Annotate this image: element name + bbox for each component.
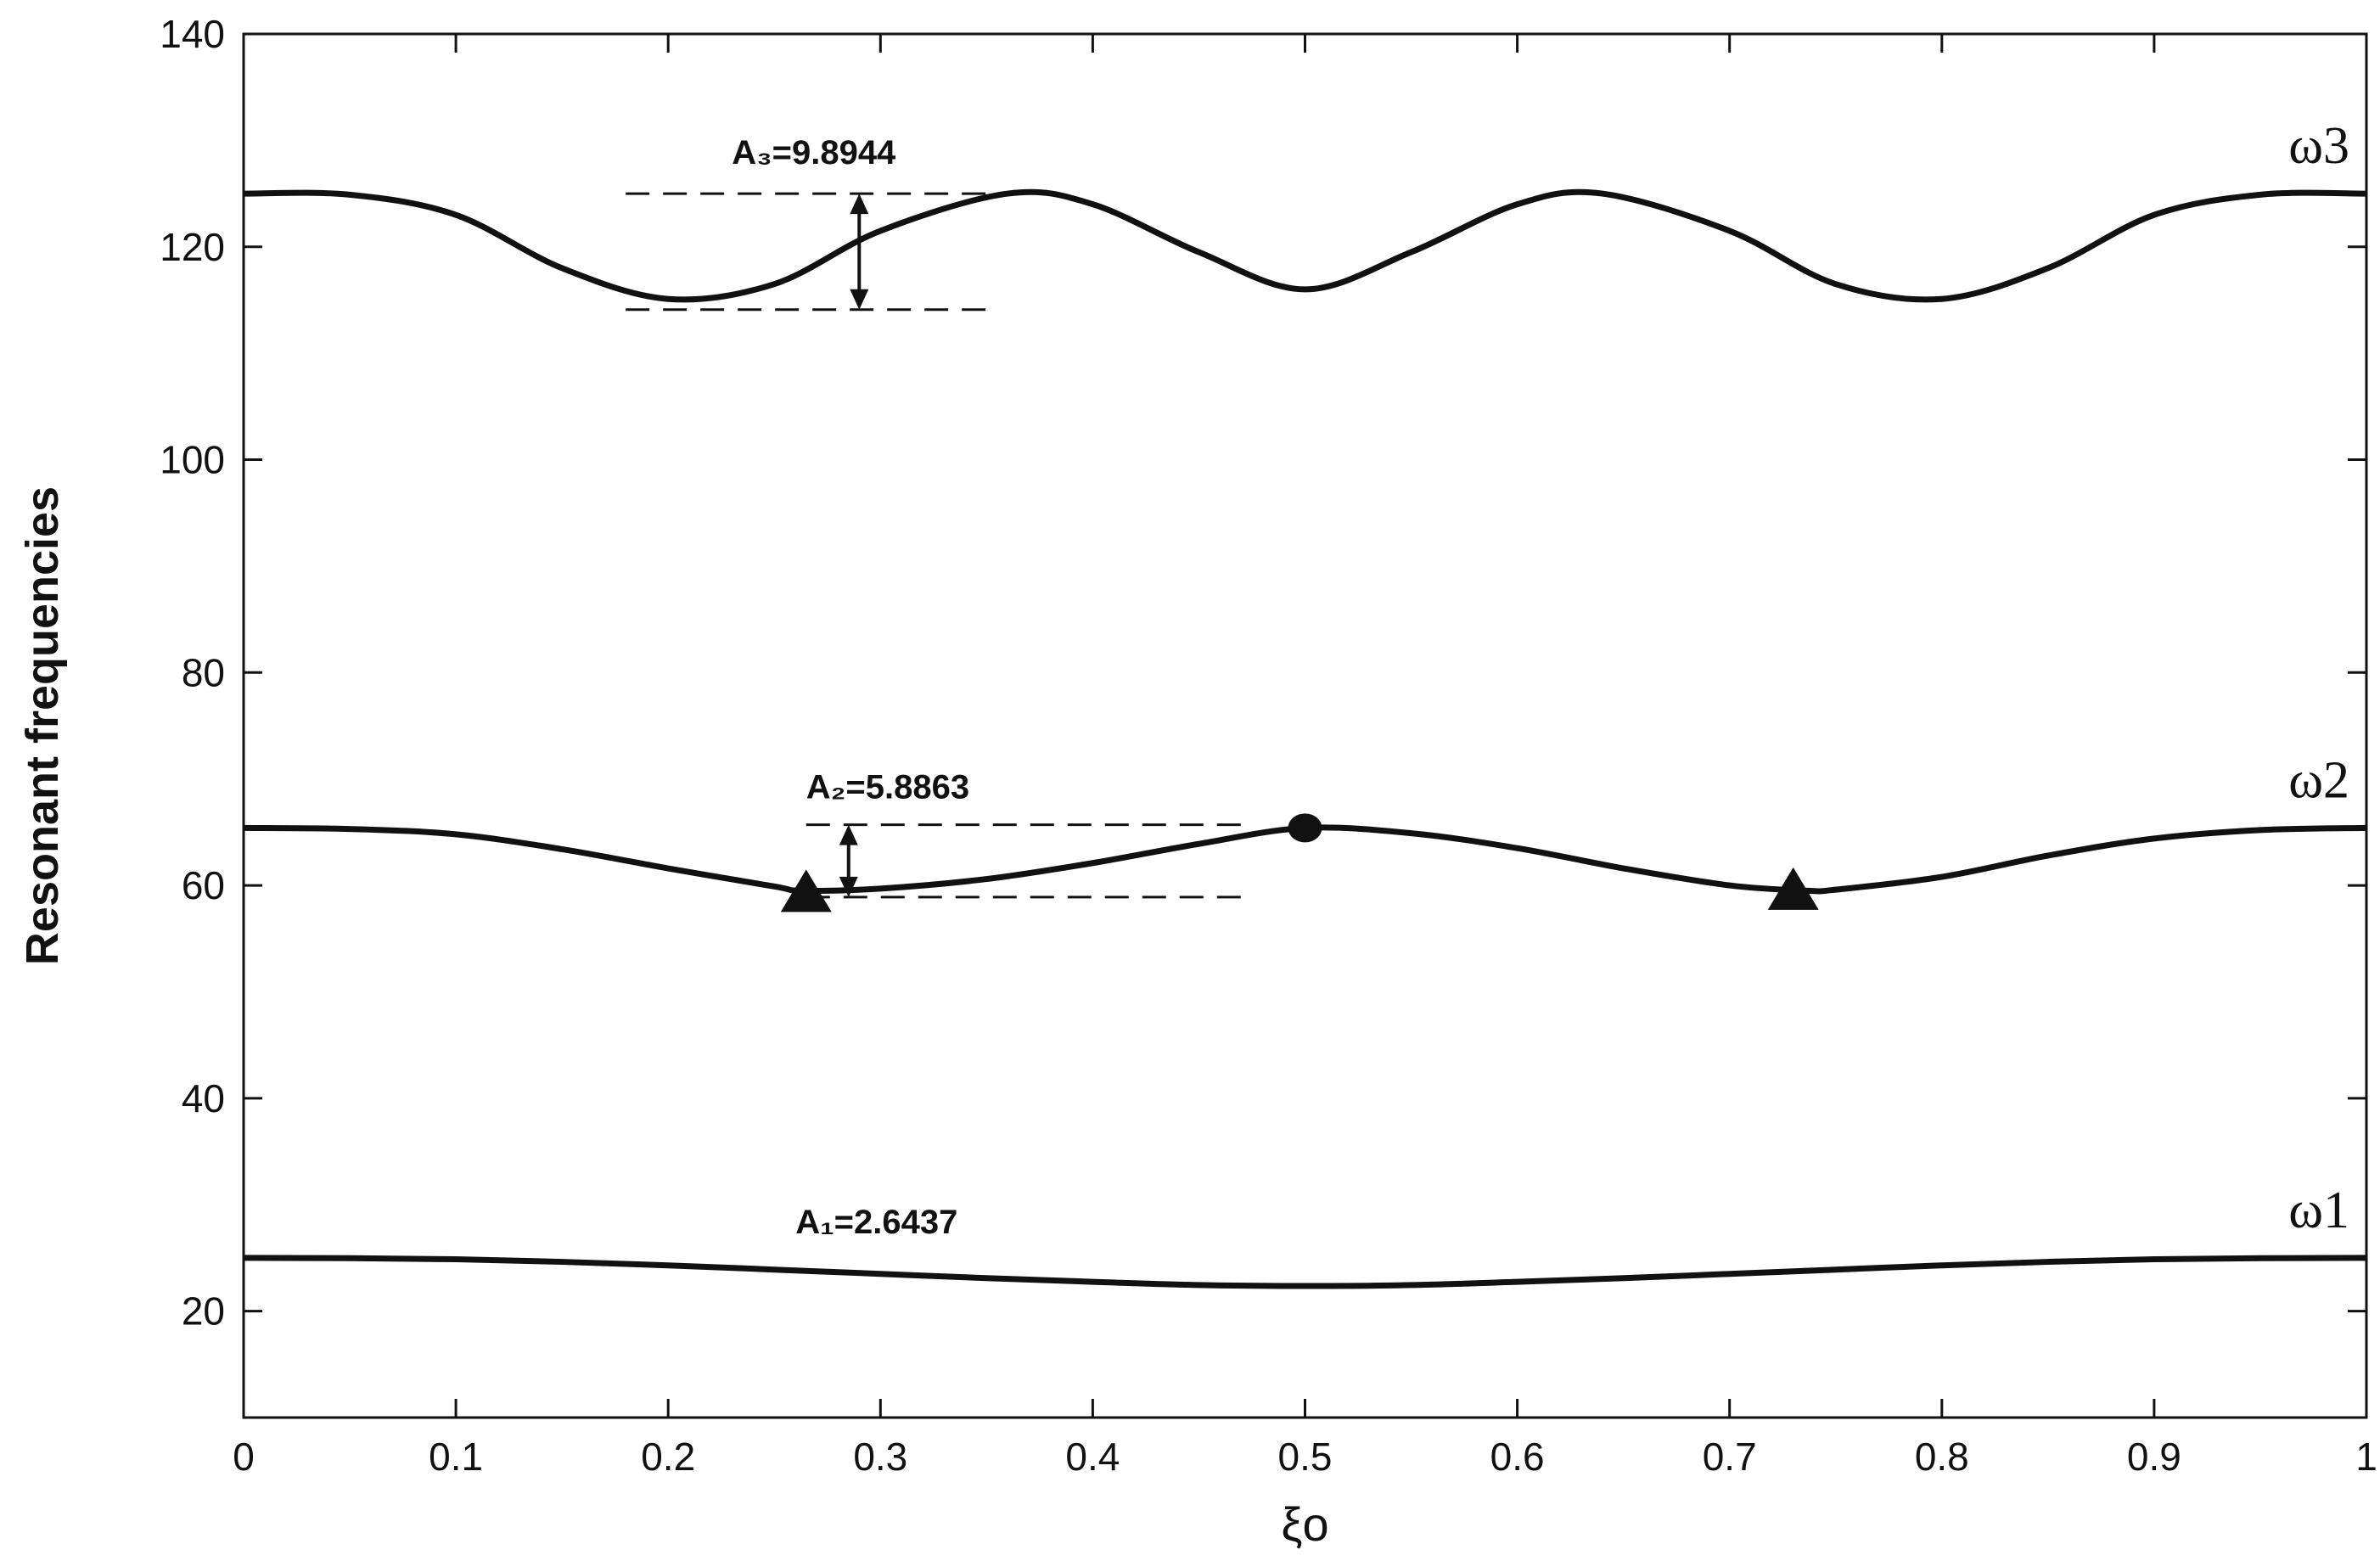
y-axis-title: Resonant frequencies [17,486,68,965]
arrowhead-down-icon [850,289,869,310]
y-tick-label: 60 [182,863,225,907]
x-tick-label: 0.8 [1915,1435,1969,1479]
y-tick-label: 100 [160,438,225,482]
arrowhead-up-icon [839,824,858,845]
x-tick-label: 0.3 [853,1435,907,1479]
x-tick-label: 0 [233,1435,255,1479]
x-tick-label: 0.5 [1278,1435,1333,1479]
x-tick-label: 0.6 [1490,1435,1545,1479]
x-axis-ticks: 0 0.1 0.2 0.3 0.4 0.5 0.6 0.7 0.8 0.9 1 [233,34,2377,1479]
y-axis-ticks: 20 40 60 80 100 120 140 [160,12,2366,1334]
amplitude-label: A₂=5.8863 [806,768,969,806]
y-tick-label: 140 [160,12,225,56]
x-tick-label: 0.7 [1703,1435,1757,1479]
x-tick-label: 0.4 [1065,1435,1120,1479]
x-axis-title: ξo [1281,1497,1328,1551]
y-tick-label: 120 [160,225,225,269]
series-label: ω1 [2288,1182,2349,1239]
circle-marker [1288,813,1322,843]
series-line-ω1 [243,1255,2367,1289]
x-tick-label: 0.1 [429,1435,483,1479]
triangle-marker [1767,867,1819,910]
amplitude-labels: A₁=2.6437 A₂=5.8863 A₃=9.8944 [732,134,969,1241]
point-markers [780,813,1819,912]
plot-frame [242,32,2368,1419]
x-tick-label: 0.2 [641,1435,695,1479]
amplitude-markers [626,192,1242,899]
amplitude-label: A₃=9.8944 [732,134,896,171]
arrowhead-down-icon [839,876,858,897]
triangle-marker [780,869,832,912]
y-tick-label: 20 [182,1289,225,1334]
y-tick-label: 40 [182,1076,225,1120]
series-lines [243,188,2367,1289]
y-tick-label: 80 [182,650,225,694]
x-tick-label: 1 [2355,1435,2377,1479]
series-label: ω3 [2288,117,2349,175]
series-line-ω3 [243,188,2367,303]
x-tick-label: 0.9 [2127,1435,2181,1479]
series-labels: ω1 ω2 ω3 [2288,117,2349,1239]
amplitude-label: A₁=2.6437 [795,1204,957,1241]
arrowhead-up-icon [850,194,869,215]
series-label: ω2 [2288,751,2349,809]
